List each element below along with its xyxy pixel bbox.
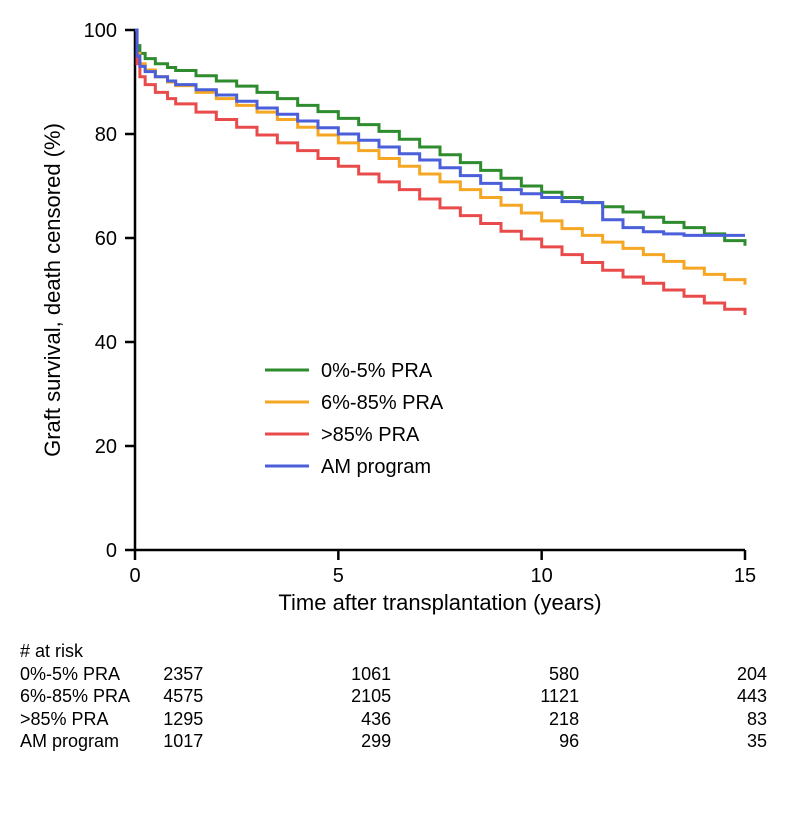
- risk-cell: 2105: [203, 685, 391, 708]
- risk-cell: 580: [391, 663, 579, 686]
- legend-label-pra_6_85: 6%-85% PRA: [321, 392, 444, 414]
- y-tick-label: 80: [95, 124, 117, 146]
- risk-table-header: # at risk: [20, 640, 767, 663]
- x-axis-label: Time after transplantation (years): [278, 590, 601, 615]
- x-tick-label: 0: [129, 565, 140, 587]
- y-tick-label: 100: [84, 20, 117, 42]
- risk-cell: 35: [579, 730, 767, 753]
- risk-cell: 1017: [163, 730, 203, 753]
- risk-row-label: 0%-5% PRA: [20, 663, 163, 686]
- risk-cell: 96: [391, 730, 579, 753]
- risk-header-text: # at risk: [20, 640, 83, 663]
- x-tick-label: 15: [734, 565, 756, 587]
- legend-label-pra_0_5: 0%-5% PRA: [321, 360, 433, 382]
- risk-cell: 299: [203, 730, 391, 753]
- survival-chart-container: 0 20 40 60 80 100 0 5 10 15 Time after transplanta…: [20, 20, 767, 813]
- risk-row-label: AM program: [20, 730, 163, 753]
- at-risk-table: # at risk0%-5% PRA235710615802046%-85% P…: [20, 640, 767, 753]
- risk-row: 0%-5% PRA23571061580204: [20, 663, 767, 686]
- y-tick-label: 0: [106, 540, 117, 562]
- risk-cell: 204: [579, 663, 767, 686]
- y-tick-label: 40: [95, 332, 117, 354]
- series-pra_0_5: [135, 30, 745, 246]
- x-tick-label: 5: [333, 565, 344, 587]
- y-tick-label: 60: [95, 228, 117, 250]
- risk-row-label: 6%-85% PRA: [20, 685, 163, 708]
- risk-row: 6%-85% PRA457521051121443: [20, 685, 767, 708]
- risk-row: >85% PRA129543621883: [20, 708, 767, 731]
- risk-row-label: >85% PRA: [20, 708, 163, 731]
- risk-cell: 1295: [163, 708, 203, 731]
- y-tick-label: 20: [95, 436, 117, 458]
- risk-cell: 83: [579, 708, 767, 731]
- risk-row: AM program10172999635: [20, 730, 767, 753]
- series-pra_gt85: [135, 30, 745, 315]
- series-pra_6_85: [135, 30, 745, 285]
- risk-cell: 1121: [391, 685, 579, 708]
- risk-cell: 218: [391, 708, 579, 731]
- risk-cell: 4575: [163, 685, 203, 708]
- risk-cell: 2357: [163, 663, 203, 686]
- y-axis-label: Graft survival, death censored (%): [40, 123, 65, 457]
- legend-label-pra_gt85: >85% PRA: [321, 424, 420, 446]
- risk-cell: 443: [579, 685, 767, 708]
- risk-cell: 436: [203, 708, 391, 731]
- legend-label-am_program: AM program: [321, 456, 431, 478]
- survival-chart: 0 20 40 60 80 100 0 5 10 15 Time after transplanta…: [20, 20, 767, 640]
- risk-cell: 1061: [203, 663, 391, 686]
- x-tick-label: 10: [531, 565, 553, 587]
